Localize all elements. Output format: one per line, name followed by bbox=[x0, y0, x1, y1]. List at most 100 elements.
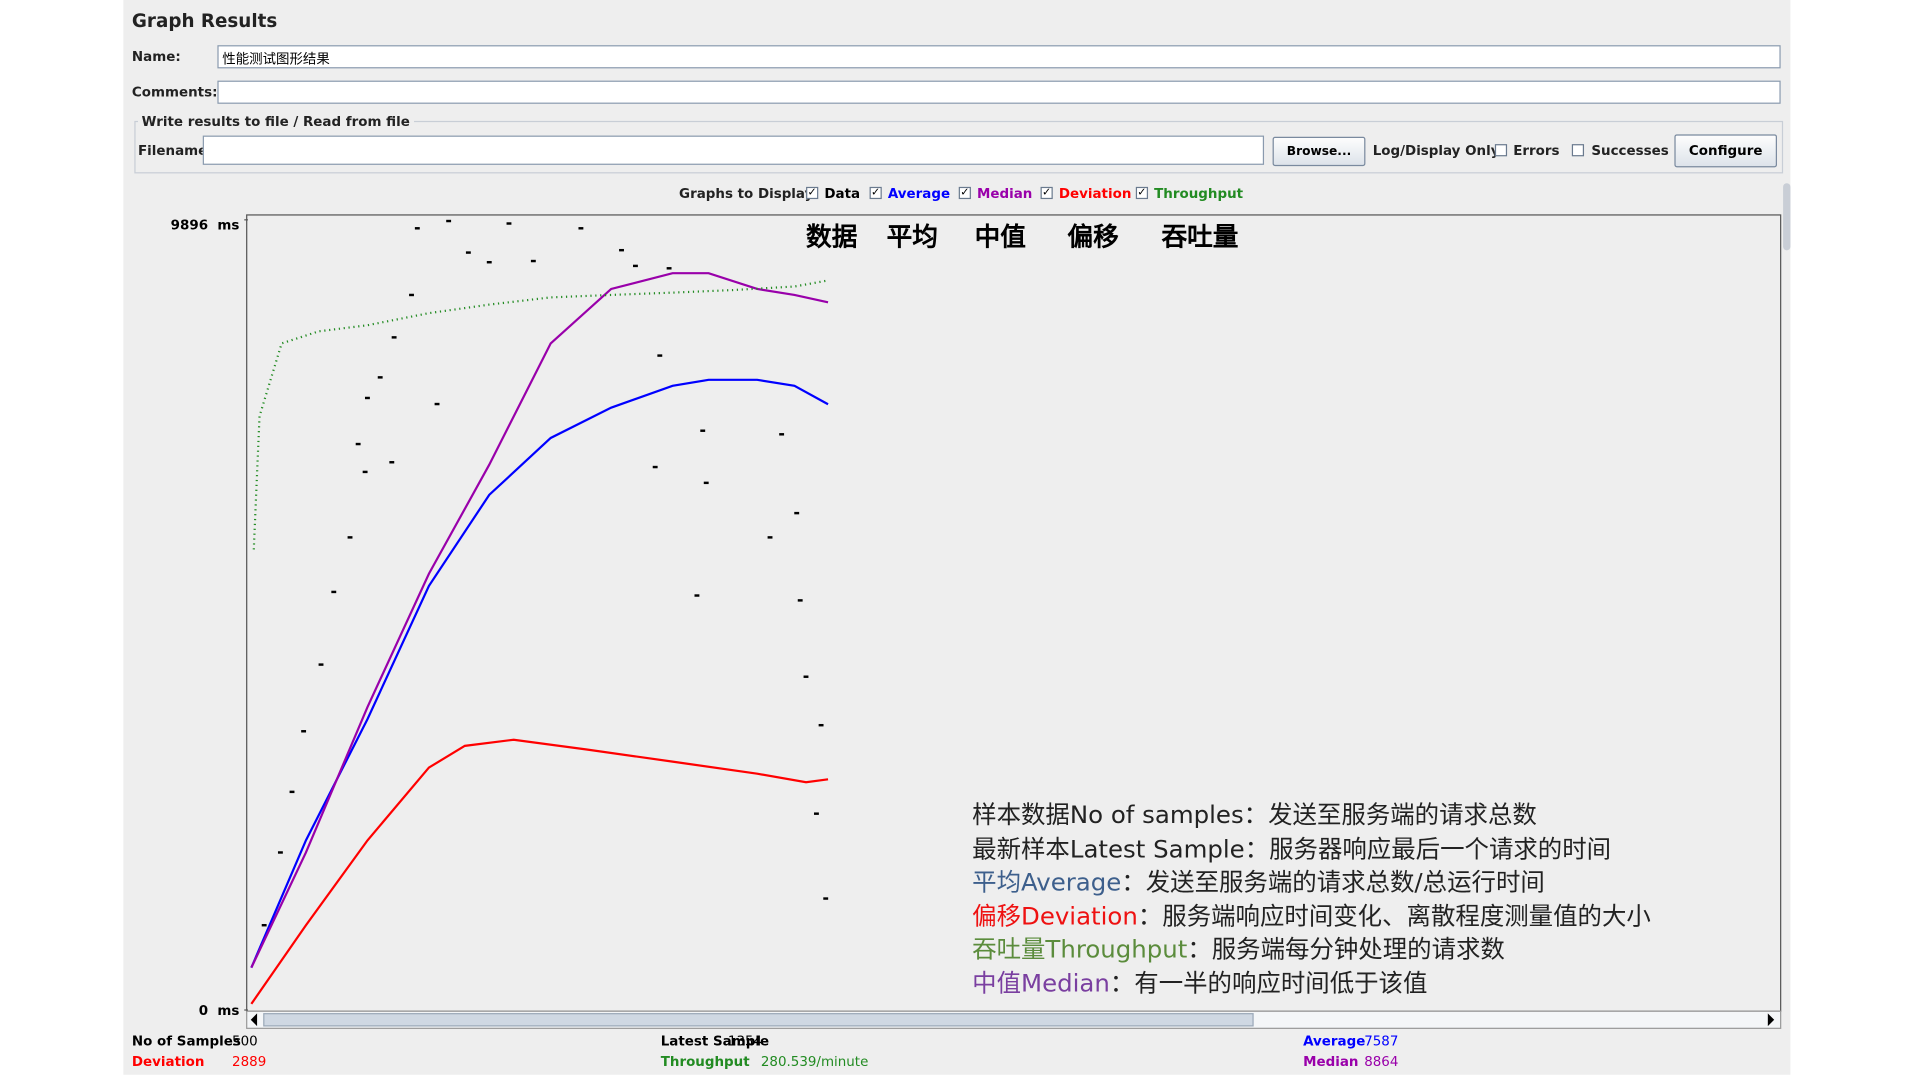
data-point bbox=[486, 261, 492, 264]
note-term: 最新样本Latest Sample bbox=[972, 833, 1245, 863]
scrollbar-thumb[interactable] bbox=[1783, 183, 1791, 251]
legend-checkbox[interactable]: ✓ bbox=[869, 186, 882, 200]
legend-checkbox[interactable]: ✓ bbox=[958, 186, 971, 200]
data-point bbox=[465, 251, 471, 254]
annotation: 平均 bbox=[886, 222, 938, 252]
filename-input[interactable] bbox=[202, 135, 1265, 165]
note-line: 平均Average：发送至服务端的请求总数/总运行时间 bbox=[972, 862, 1545, 897]
data-point bbox=[389, 461, 395, 464]
note-text: ：服务器响应最后一个请求的时间 bbox=[1244, 833, 1612, 863]
data-point bbox=[619, 248, 624, 252]
data-point bbox=[703, 481, 709, 485]
legend-checkbox[interactable]: ✓ bbox=[1135, 186, 1149, 200]
data-point bbox=[823, 897, 829, 900]
note-text: ：有一半的响应时间低于该值 bbox=[1109, 967, 1428, 998]
note-line: 最新样本Latest Sample：服务器响应最后一个请求的时间 bbox=[972, 829, 1611, 864]
successes-checkbox[interactable] bbox=[1571, 144, 1585, 157]
scroll-left-arrow[interactable] bbox=[250, 1013, 258, 1027]
legend-checkbox[interactable]: ✓ bbox=[806, 186, 819, 200]
data-point bbox=[347, 536, 353, 539]
data-point bbox=[434, 402, 440, 406]
legend-label: Average bbox=[887, 185, 951, 202]
stat-label: Deviation bbox=[131, 1053, 205, 1070]
data-point bbox=[666, 267, 672, 270]
data-point bbox=[364, 396, 370, 400]
data-point bbox=[700, 429, 706, 432]
name-input[interactable]: 性能测试图形结果 bbox=[217, 45, 1781, 69]
series-line bbox=[250, 378, 829, 969]
browse-button[interactable]: Browse... bbox=[1272, 136, 1366, 167]
data-point bbox=[813, 812, 819, 815]
stat-value: 7587 bbox=[1364, 1033, 1399, 1050]
stat-label: Median bbox=[1303, 1053, 1359, 1070]
data-point bbox=[797, 599, 803, 602]
y-tick-label: 0 ms bbox=[199, 1004, 240, 1019]
data-point bbox=[277, 851, 283, 854]
legend-checkbox[interactable]: ✓ bbox=[1040, 186, 1053, 200]
data-point bbox=[694, 594, 700, 597]
data-point bbox=[355, 442, 361, 446]
name-label: Name: bbox=[131, 48, 181, 65]
note-line: 偏移Deviation：服务端响应时间变化、离散程度测量值的大小 bbox=[972, 896, 1651, 931]
h-scrollbar-thumb[interactable] bbox=[263, 1013, 1254, 1027]
data-point bbox=[794, 511, 800, 515]
note-term: 偏移Deviation bbox=[972, 900, 1138, 931]
data-point bbox=[632, 264, 638, 268]
data-point bbox=[301, 730, 307, 733]
filename-label: Filename bbox=[138, 142, 208, 159]
note-line: 样本数据No of samples：发送至服务端的请求总数 bbox=[972, 795, 1537, 830]
data-point bbox=[414, 227, 420, 230]
panel-title: Graph Results bbox=[131, 9, 278, 32]
scroll-right-arrow[interactable] bbox=[1767, 1013, 1775, 1027]
comments-input[interactable] bbox=[217, 80, 1781, 104]
data-point bbox=[391, 336, 397, 339]
comments-label: Comments: bbox=[131, 84, 218, 101]
data-point bbox=[779, 433, 785, 436]
note-text: ：服务端响应时间变化、离散程度测量值的大小 bbox=[1137, 900, 1651, 931]
data-point bbox=[767, 536, 773, 539]
stat-value: 500 bbox=[232, 1033, 258, 1050]
stat-value: 8864 bbox=[1364, 1053, 1399, 1070]
note-line: 吞吐量Throughput：服务端每分钟处理的请求数 bbox=[972, 929, 1505, 964]
errors-checkbox[interactable] bbox=[1494, 144, 1508, 157]
note-text: ：发送至服务端的请求总数 bbox=[1243, 799, 1537, 830]
data-point bbox=[318, 663, 324, 666]
legend-label: Data bbox=[824, 185, 861, 202]
stat-label: Latest Sample bbox=[660, 1033, 770, 1050]
note-term: 样本数据No of samples bbox=[972, 799, 1244, 830]
data-point bbox=[803, 675, 809, 678]
annotation: 中值 bbox=[974, 222, 1026, 252]
data-point bbox=[578, 227, 584, 230]
data-point bbox=[289, 790, 295, 794]
annotation: 数据 bbox=[806, 222, 858, 252]
configure-button[interactable]: Configure bbox=[1674, 134, 1777, 168]
series-line bbox=[250, 272, 829, 969]
log-display-label: Log/Display Only: bbox=[1372, 142, 1505, 159]
note-text: ：服务端每分钟处理的请求数 bbox=[1187, 934, 1505, 964]
data-point bbox=[331, 590, 337, 594]
file-group bbox=[134, 120, 1784, 174]
note-text: ：发送至服务端的请求总数/总运行时间 bbox=[1121, 867, 1545, 897]
stat-label: Throughput bbox=[660, 1053, 750, 1070]
annotation: 吞吐量 bbox=[1161, 222, 1239, 252]
y-tick-label: 9896 ms bbox=[171, 219, 240, 234]
data-point bbox=[657, 354, 663, 357]
legend-label: Throughput bbox=[1154, 185, 1244, 202]
note-term: 吞吐量Throughput bbox=[972, 934, 1188, 964]
stat-label: No of Samples bbox=[131, 1033, 241, 1050]
successes-label: Successes bbox=[1591, 142, 1669, 159]
data-point bbox=[652, 465, 658, 469]
data-point bbox=[377, 376, 383, 379]
annotation: 偏移 bbox=[1067, 222, 1119, 252]
data-point bbox=[530, 259, 536, 263]
data-point bbox=[446, 219, 452, 223]
data-point bbox=[409, 293, 414, 297]
stat-value: 2889 bbox=[232, 1053, 267, 1070]
stat-value: 1354 bbox=[727, 1033, 763, 1050]
stat-value: 280.539/minute bbox=[760, 1053, 869, 1070]
data-point bbox=[261, 923, 267, 927]
data-point bbox=[506, 222, 512, 225]
legend-label: Median bbox=[977, 185, 1033, 202]
